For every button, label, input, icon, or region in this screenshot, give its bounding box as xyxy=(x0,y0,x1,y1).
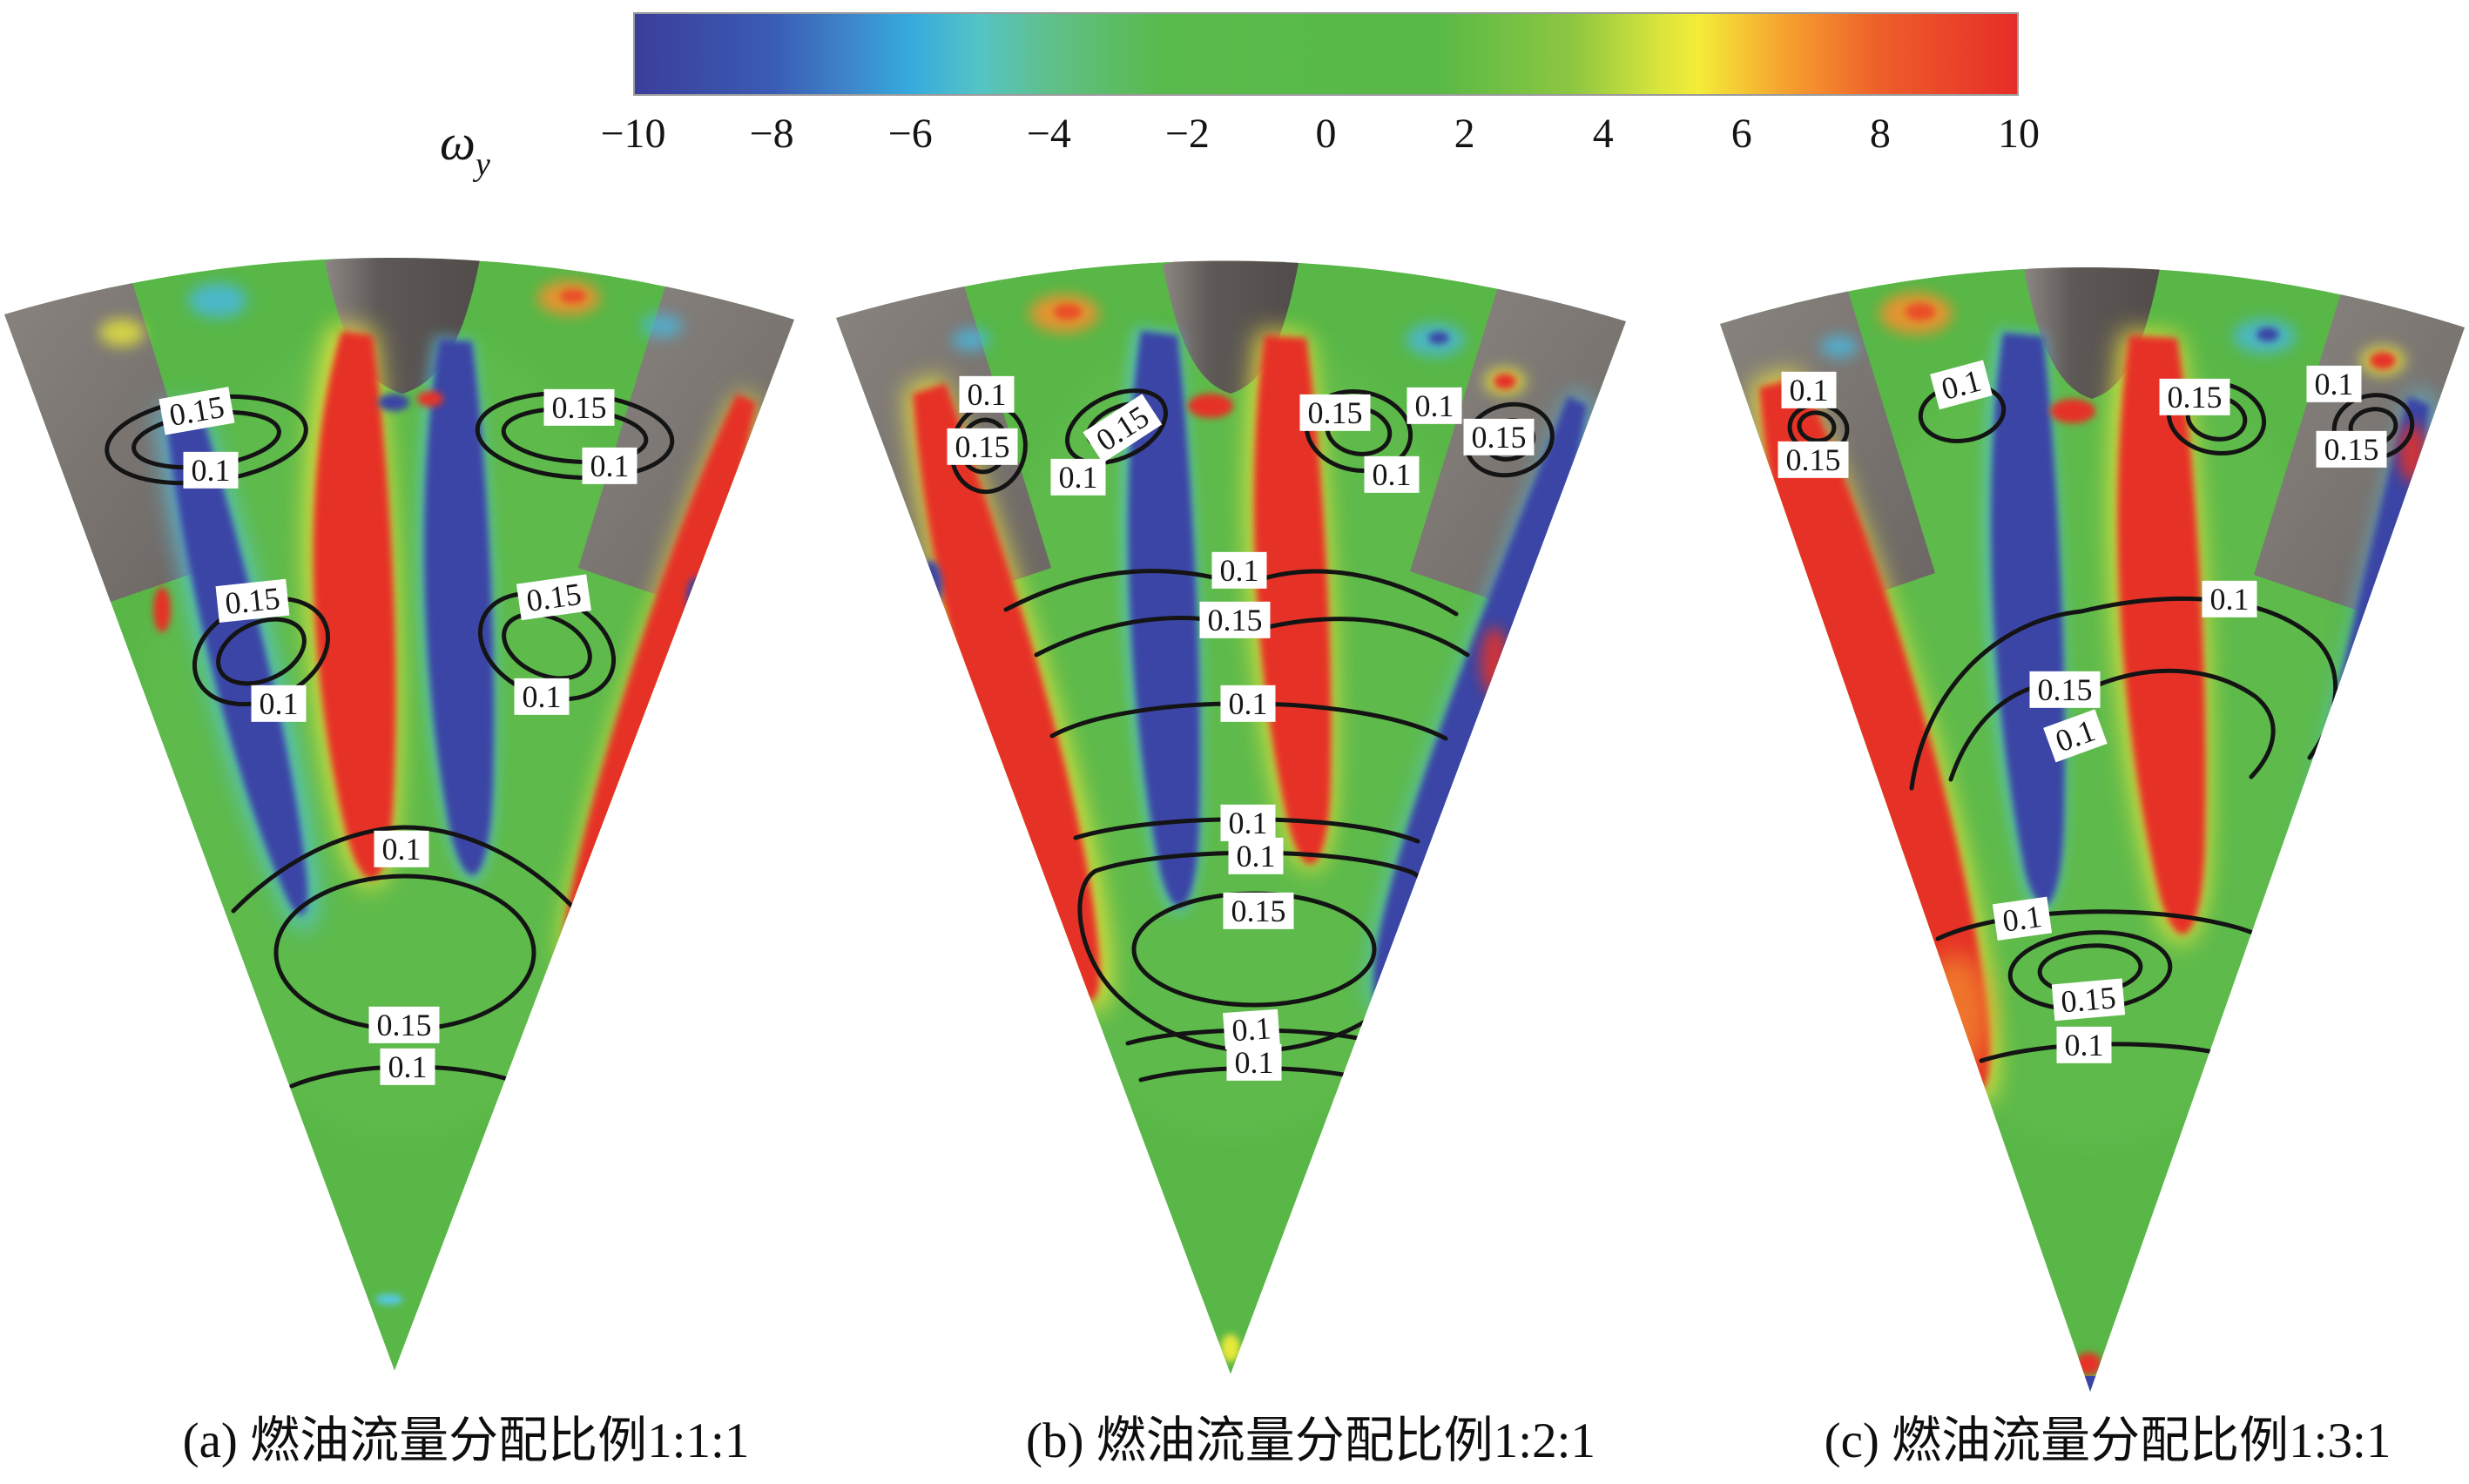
panel-b-red-plume-centerright xyxy=(1253,335,1332,865)
colorbar-tick: −6 xyxy=(887,111,933,157)
contour-label: 0.1 xyxy=(380,1048,435,1086)
colorbar-tick: −8 xyxy=(749,111,794,157)
contour-label: 0.15 xyxy=(1223,892,1294,930)
panel-a-red-notch-tip xyxy=(417,391,443,407)
panel-c-blue-edge-sliver xyxy=(1760,557,1784,606)
colorbar-tick: −10 xyxy=(600,111,666,157)
panel-a-field xyxy=(4,257,794,1371)
panel-c-caption: (c) 燃油流量分配比例1:3:1 xyxy=(1824,1413,2391,1468)
colorbar-ticks: −10 −8 −6 −4 −2 0 2 4 6 8 10 xyxy=(600,110,2040,165)
contour-label: 0.15 xyxy=(368,1006,440,1044)
panel-c-orange-smudge xyxy=(1920,954,1990,1076)
panel-c-red-streak-left xyxy=(1759,376,1990,1092)
panel-b-caption: (b) 燃油流量分配比例1:2:1 xyxy=(1026,1413,1595,1468)
panel-b-red-streak-left xyxy=(913,383,1101,1002)
panel-a-red-edge-sliver xyxy=(153,587,171,632)
panel-b-red-edge-sliver xyxy=(1481,627,1508,697)
panel-c-red-dot xyxy=(1906,303,1935,320)
contour-label: 0.1 xyxy=(1407,387,1462,425)
contour-label: 0.15 xyxy=(2051,978,2126,1022)
colorbar-tick: 8 xyxy=(1869,111,1891,157)
panel-b-blue-dot xyxy=(1428,332,1449,344)
contour-label: 0.1 xyxy=(582,447,637,485)
panel-a-cyan-blob-2 xyxy=(641,314,683,338)
colorbar-tick: 4 xyxy=(1592,111,1614,157)
contour-label: 0.15 xyxy=(1778,441,1849,479)
panel-c-red-notch-tip xyxy=(2050,399,2095,423)
panel-a-blue-plume-center xyxy=(423,340,495,875)
panel-a-blue-notch-tip xyxy=(378,394,409,411)
panel-a-blue-edge-sliver xyxy=(686,577,707,622)
panel-c-tip-blue-point xyxy=(2077,1376,2101,1392)
panel-a-tip-cyan-dash xyxy=(375,1294,403,1305)
panel-c-blue-dot xyxy=(2257,327,2279,341)
contour-label: 0.1 xyxy=(1211,551,1267,590)
panel-a-right-wall xyxy=(578,280,794,606)
contour-label: 0.1 xyxy=(2202,580,2257,618)
contour-label: 0.15 xyxy=(1199,601,1271,639)
contour-label: 0.1 xyxy=(374,830,429,868)
panel-b-tip-yellow-dot xyxy=(1221,1334,1240,1362)
contour-label: 0.1 xyxy=(1228,837,1284,875)
panel-b-cyan-blob xyxy=(952,328,990,351)
contour-label: 0.1 xyxy=(1992,896,2053,941)
contour-label: 0.1 xyxy=(1781,371,1837,409)
contour-label: 0.1 xyxy=(251,685,307,723)
panel-c-red-dot-2 xyxy=(2370,352,2396,369)
panel-c-tip-red-dot xyxy=(2075,1352,2101,1375)
colorbar-tick: 0 xyxy=(1315,111,1337,157)
colorbar-tick: −2 xyxy=(1164,111,1210,157)
contour-label: 0.1 xyxy=(183,451,239,489)
colorbar-gradient xyxy=(633,12,2019,96)
contour-label: 0.15 xyxy=(2029,671,2101,709)
panel-a-red-plume-center xyxy=(313,331,396,880)
panel-c-blue-plume-centerleft xyxy=(1991,333,2065,906)
colorbar-tick: 10 xyxy=(1998,111,2040,157)
contour-label: 0.1 xyxy=(1220,685,1276,723)
colorbar-title: ωy xyxy=(440,113,490,184)
contour-label: 0.1 xyxy=(2306,365,2362,403)
contour-label: 0.15 xyxy=(1463,418,1535,456)
panel-a-left-wall xyxy=(4,277,219,603)
contour-label: 0.15 xyxy=(1299,394,1371,432)
panel-b-red-dot xyxy=(1054,304,1082,320)
panel-b-red-notch-tip xyxy=(1188,394,1233,418)
contour-label: 0.15 xyxy=(947,428,1018,466)
panel-c-cyan-blob xyxy=(1820,335,1858,358)
colorbar-tick: 2 xyxy=(1454,111,1475,157)
panel-a-yellow-blob xyxy=(99,319,145,347)
panel-c-red-plume-centerright xyxy=(2117,335,2206,934)
colorbar-tick: −4 xyxy=(1026,111,1071,157)
contour-label: 0.1 xyxy=(1220,804,1276,842)
omega-symbol: ω xyxy=(440,114,476,171)
omega-subscript: y xyxy=(475,146,490,183)
contour-label: 0.1 xyxy=(2056,1026,2112,1064)
contour-label: 0.1 xyxy=(514,678,570,716)
panel-a-caption: (a) 燃油流量分配比例1:1:1 xyxy=(182,1413,750,1468)
panel-b-blue-edge-sliver xyxy=(918,561,942,610)
contour-label: 0.15 xyxy=(2159,378,2230,416)
contour-label: 0.15 xyxy=(2316,430,2387,469)
colorbar-tick: 6 xyxy=(1730,111,1752,157)
panel-a-cyan-blob xyxy=(188,283,247,318)
panel-a-red-dot xyxy=(560,289,586,303)
contour-label: 0.1 xyxy=(959,375,1015,414)
contour-label: 0.1 xyxy=(1050,458,1106,496)
panel-a-blue-streak-left xyxy=(165,414,308,915)
contour-label: 0.15 xyxy=(215,578,290,624)
contour-label: 0.1 xyxy=(1226,1043,1282,1082)
contour-label: 0.1 xyxy=(1364,455,1420,494)
contour-label: 0.15 xyxy=(543,388,615,427)
panel-b-red-dot-2 xyxy=(1494,374,1516,389)
